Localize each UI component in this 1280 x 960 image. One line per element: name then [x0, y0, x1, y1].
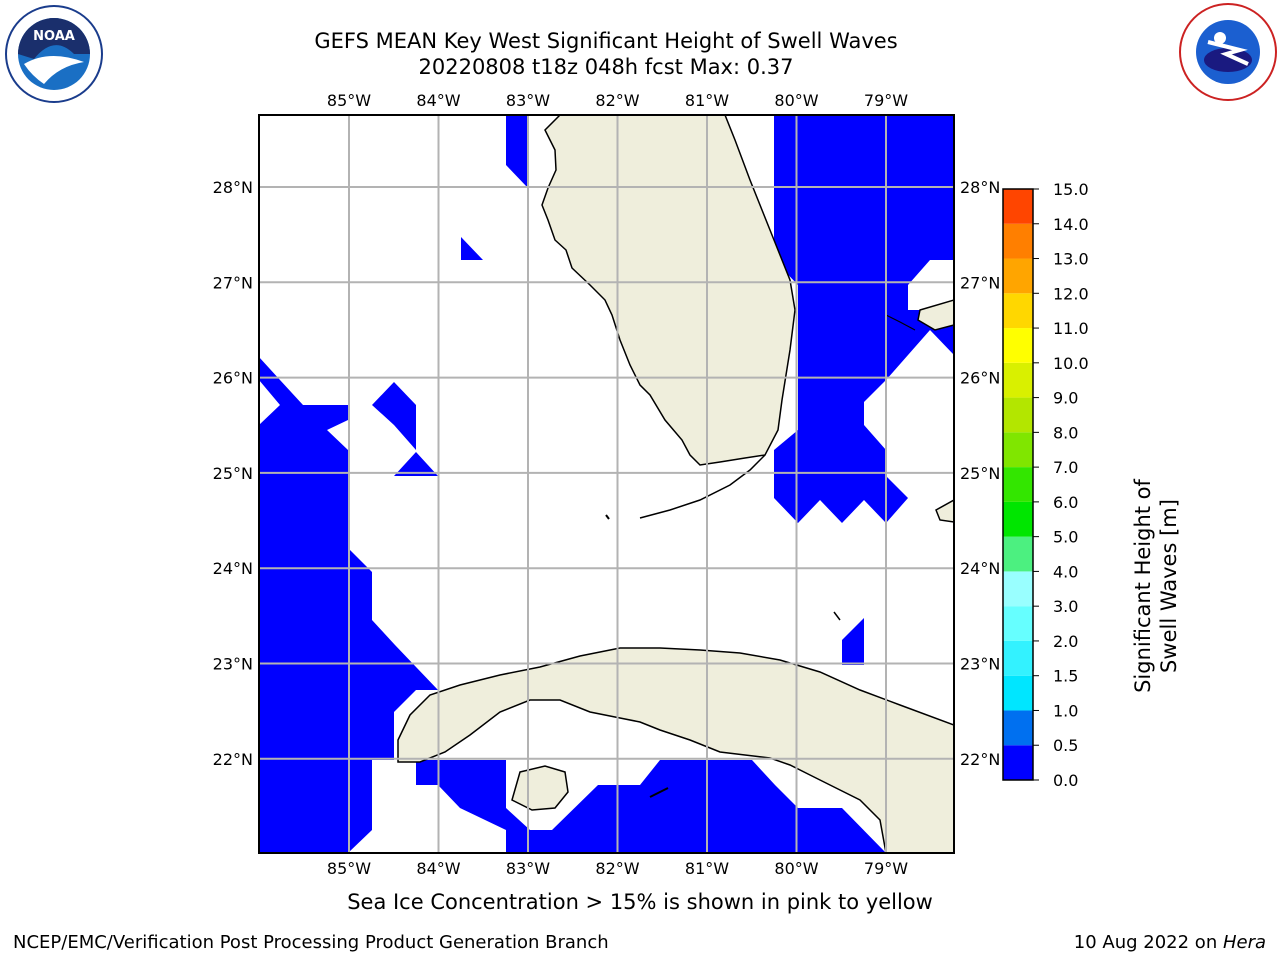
- chart-subtitle: 20220808 t18z 048h fcst Max: 0.37: [418, 55, 794, 79]
- colorbar-label: Significant Height of Swell Waves [m]: [1131, 479, 1181, 693]
- colorbar-tick-label: 8.0: [1053, 423, 1078, 442]
- lat-label-right: 23°N: [960, 655, 1000, 674]
- axis-labels: 85°W 85°W 84°W 84°W 83°W 83°W 82°W 82°W 81°W 81°W…: [213, 91, 1001, 878]
- colorbar-segment: [1003, 745, 1033, 780]
- lat-label-right: 26°N: [960, 369, 1000, 388]
- lon-label-top: 80°W: [774, 91, 818, 110]
- footer-date-text: 10 Aug 2022 on: [1073, 932, 1223, 953]
- lon-label-top: 81°W: [685, 91, 729, 110]
- colorbar-segment: [1003, 606, 1033, 641]
- colorbar-segment: [1003, 675, 1033, 711]
- colorbar-tick-label: 5.0: [1053, 528, 1078, 547]
- lon-label-top: 79°W: [864, 91, 908, 110]
- cay-sal: [833, 611, 841, 621]
- lon-label-top: 83°W: [506, 91, 550, 110]
- map-frame: [258, 114, 955, 854]
- lon-label-bottom: 82°W: [595, 859, 639, 878]
- colorbar-segment: [1003, 223, 1033, 259]
- island-juventud: [511, 765, 569, 811]
- colorbar-tick-label: 9.0: [1053, 389, 1078, 408]
- grand-bahama-coast: [885, 314, 916, 331]
- swell-region: [506, 115, 527, 187]
- noaa-logo-text: NOAA: [33, 29, 75, 44]
- lon-label-bottom: 84°W: [416, 859, 460, 878]
- colorbar-tick-label: 4.0: [1053, 562, 1078, 581]
- bahamas-island: [917, 299, 954, 331]
- lat-label-right: 22°N: [960, 750, 1000, 769]
- map-area: [259, 115, 954, 853]
- nws-logo-icon: [1179, 3, 1277, 101]
- lon-label-top: 82°W: [595, 91, 639, 110]
- colorbar-tick-label: 0.0: [1053, 771, 1078, 790]
- colorbar-tick-label: 12.0: [1053, 284, 1089, 303]
- lat-label-right: 28°N: [960, 178, 1000, 197]
- lon-label-top: 84°W: [416, 91, 460, 110]
- noaa-logo-icon: NOAA: [5, 5, 103, 103]
- footer-host: Hera: [1222, 932, 1266, 953]
- swell-region: [372, 382, 416, 450]
- colorbar-tick-label: 6.0: [1053, 493, 1078, 512]
- footer-credit: NCEP/EMC/Verification Post Processing Pr…: [13, 932, 609, 953]
- lat-label-right: 25°N: [960, 464, 1000, 483]
- colorbar-segment: [1003, 293, 1033, 329]
- chart-title: GEFS MEAN Key West Significant Height of…: [314, 29, 898, 53]
- lat-label-left: 28°N: [213, 178, 253, 197]
- colorbar-segment: [1003, 571, 1033, 607]
- lat-label-left: 27°N: [213, 273, 253, 292]
- colorbar-segment: [1003, 189, 1033, 224]
- lat-label-left: 26°N: [213, 369, 253, 388]
- bahamas-island: [935, 499, 954, 523]
- colorbar-tick-label: 2.0: [1053, 632, 1078, 651]
- colorbar-tick-label: 13.0: [1053, 250, 1089, 269]
- colorbar-tick-label: 1.0: [1053, 701, 1078, 720]
- florida-keys: [639, 454, 766, 519]
- lon-label-bottom: 83°W: [506, 859, 550, 878]
- swell-region: [394, 452, 438, 476]
- lon-label-bottom: 79°W: [864, 859, 908, 878]
- colorbar-tick-label: 7.0: [1053, 458, 1078, 477]
- colorbar: 0.0 0.5 1.0 1.5 2.0 3.0 4.0 5.0 6.0 7.0 8.0 9.0 10.0…: [1002, 180, 1089, 790]
- colorbar-segment: [1003, 710, 1033, 746]
- dry-tortugas: [605, 514, 610, 520]
- footer-date: 10 Aug 2022 on Hera: [1074, 932, 1266, 953]
- colorbar-tick-label: 14.0: [1053, 215, 1089, 234]
- lat-label-left: 23°N: [213, 655, 253, 674]
- colorbar-tick-label: 1.5: [1053, 667, 1078, 686]
- sea-ice-caption: Sea Ice Concentration > 15% is shown in …: [347, 890, 933, 914]
- colorbar-tick-label: 3.0: [1053, 597, 1078, 616]
- colorbar-segment: [1003, 536, 1033, 572]
- swell-region: [842, 618, 864, 665]
- colorbar-tick-label: 10.0: [1053, 354, 1089, 373]
- swell-region: [774, 115, 954, 523]
- colorbar-segment: [1003, 362, 1033, 398]
- lon-label-top: 85°W: [327, 91, 371, 110]
- colorbar-segment: [1003, 397, 1033, 433]
- swell-region: [461, 237, 483, 260]
- colorbar-segment: [1003, 467, 1033, 502]
- lon-label-bottom: 85°W: [327, 859, 371, 878]
- colorbar-segment: [1003, 328, 1033, 363]
- colorbar-tick-label: 15.0: [1053, 180, 1089, 199]
- lon-label-bottom: 80°W: [774, 859, 818, 878]
- colorbar-segment: [1003, 501, 1033, 537]
- cuba-landmass: [397, 647, 954, 853]
- lat-label-right: 27°N: [960, 273, 1000, 292]
- cuba-cays: [649, 787, 669, 798]
- lon-label-bottom: 81°W: [685, 859, 729, 878]
- colorbar-segment: [1003, 640, 1033, 676]
- lat-label-left: 25°N: [213, 464, 253, 483]
- graticule: [259, 115, 954, 853]
- colorbar-segment: [1003, 258, 1033, 294]
- swell-height-layer: [259, 115, 954, 853]
- colorbar-tick-label: 0.5: [1053, 736, 1078, 755]
- lat-label-left: 22°N: [213, 750, 253, 769]
- lat-label-right: 24°N: [960, 559, 1000, 578]
- swell-region: [416, 760, 886, 853]
- lat-label-left: 24°N: [213, 559, 253, 578]
- colorbar-frame: [1002, 188, 1034, 781]
- colorbar-tick-label: 11.0: [1053, 319, 1089, 338]
- colorbar-segment: [1003, 432, 1033, 468]
